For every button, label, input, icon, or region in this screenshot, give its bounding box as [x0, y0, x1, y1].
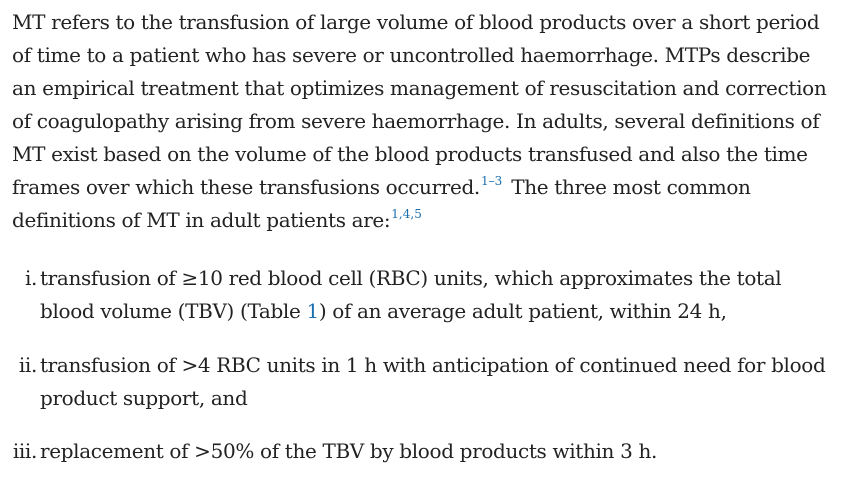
list-marker: ii. — [18, 353, 37, 377]
citation-1-4-5[interactable]: 1,4,5 — [391, 207, 422, 221]
list-item: i. transfusion of ≥10 red blood cell (RBC… — [12, 262, 834, 328]
list-marker: i. — [24, 266, 37, 290]
list-item: iii. replacement of >50% of the TBV by bl… — [12, 435, 834, 468]
table-1-link[interactable]: 1 — [306, 299, 319, 323]
definitions-list: i. transfusion of ≥10 red blood cell (RBC… — [12, 262, 834, 468]
definition-text: replacement of >50% of the TBV by blood … — [40, 439, 657, 463]
list-marker: iii. — [12, 439, 38, 463]
article-body: MT refers to the transfusion of large vo… — [12, 6, 834, 468]
citation-1-3[interactable]: 1–3 — [480, 174, 503, 188]
definition-text-a: transfusion of ≥10 red blood cell (RBC) … — [40, 266, 782, 323]
paragraph-text-1: MT refers to the transfusion of large vo… — [12, 10, 827, 199]
definition-text: transfusion of >4 RBC units in 1 h with … — [40, 353, 826, 410]
paragraph-text-2: The three most common definitions of MT … — [12, 175, 751, 232]
list-item: ii. transfusion of >4 RBC units in 1 h wi… — [12, 349, 834, 415]
definition-text-b: ) of an average adult patient, within 24… — [318, 299, 727, 323]
intro-paragraph: MT refers to the transfusion of large vo… — [12, 6, 834, 237]
